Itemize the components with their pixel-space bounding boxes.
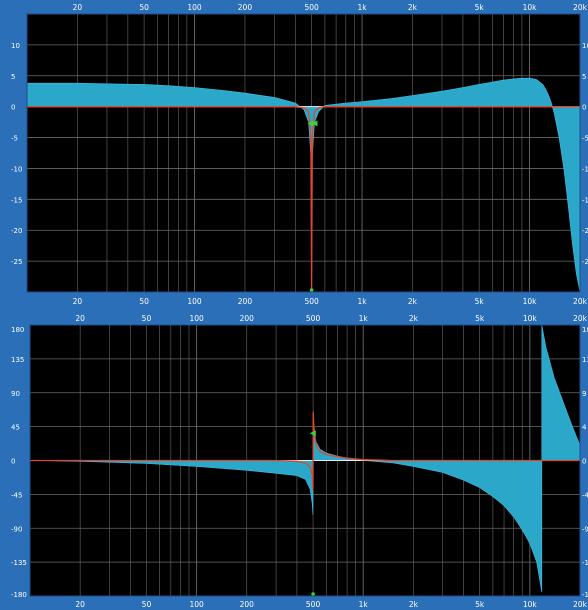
- x-tick-label-top: 200: [240, 314, 255, 323]
- y-tick-label-left: -135: [11, 559, 27, 567]
- y-tick-label-right: 0: [582, 104, 586, 112]
- y-tick-label-left: -10: [11, 165, 22, 173]
- y-tick-label-left: -25: [11, 258, 22, 266]
- x-tick-label-bottom: 20k: [573, 600, 588, 609]
- y-tick-label-left: 10: [11, 42, 20, 50]
- x-tick-label-bottom: 50: [142, 600, 152, 609]
- y-tick-label-right: 10: [582, 42, 588, 50]
- x-tick-label-bottom: 2k: [409, 600, 419, 609]
- response-fill: [30, 325, 580, 593]
- y-tick-label-left: 45: [11, 424, 20, 432]
- x-tick-label-top: 500: [306, 314, 321, 323]
- y-tick-label-right: -2: [582, 227, 588, 235]
- band-marker-left: [307, 120, 314, 127]
- y-tick-label-right: -1: [582, 591, 588, 599]
- x-tick-label-bottom: 10k: [523, 297, 538, 306]
- x-tick-label-top: 20k: [573, 314, 588, 323]
- y-tick-label-right: -9: [582, 525, 588, 533]
- y-tick-label-left: 135: [11, 356, 24, 364]
- x-tick-label-top: 5k: [475, 314, 485, 323]
- y-tick-label-left: -15: [11, 196, 22, 204]
- x-tick-label-bottom: 50: [139, 297, 149, 306]
- x-tick-label-bottom: 10k: [523, 600, 538, 609]
- x-tick-label-bottom: 1k: [359, 600, 369, 609]
- plot-area: [27, 14, 580, 292]
- x-tick-label-top: 20: [75, 314, 85, 323]
- x-tick-label-bottom: 200: [238, 297, 253, 306]
- y-tick-label-left: -90: [11, 525, 22, 533]
- y-tick-label-left: 90: [11, 390, 20, 398]
- x-tick-label-top: 20k: [573, 3, 588, 12]
- x-tick-label-top: 50: [139, 3, 149, 12]
- x-tick-label-bottom: 20: [75, 600, 85, 609]
- x-tick-label-top: 200: [238, 3, 253, 12]
- y-tick-label-left: 0: [11, 458, 15, 466]
- x-tick-label-top: 500: [304, 3, 319, 12]
- x-tick-label-top: 10k: [523, 314, 538, 323]
- x-tick-label-bottom: 200: [240, 600, 255, 609]
- x-tick-label-bottom: 5k: [475, 600, 485, 609]
- phase-response-panel: 20 20 50 50 100 100 200 200 500 500 1k 1k 2k 2k 5k 5k 10…: [11, 314, 588, 609]
- notch-curve: [27, 106, 580, 292]
- y-tick-label-left: -45: [11, 491, 22, 499]
- x-tick-label-top: 2k: [409, 314, 419, 323]
- notch-curve: [30, 411, 580, 491]
- y-tick-label-right: 4: [582, 424, 587, 432]
- x-tick-label-top: 100: [187, 3, 202, 12]
- y-tick-label-left: -20: [11, 227, 22, 235]
- phase-marker: [309, 430, 316, 437]
- band-marker-right: [311, 120, 318, 127]
- y-tick-label-right: -4: [582, 491, 588, 499]
- y-tick-label-left: 0: [11, 104, 15, 112]
- y-tick-label-right: -5: [582, 135, 588, 143]
- y-tick-label-right: 0: [582, 458, 586, 466]
- x-tick-label-top: 20: [73, 3, 83, 12]
- y-tick-label-right: -1: [582, 559, 588, 567]
- x-tick-label-top: 10k: [523, 3, 538, 12]
- x-tick-label-top: 1k: [359, 314, 369, 323]
- y-tick-label-left: -180: [11, 591, 27, 599]
- y-tick-label-left: 5: [11, 73, 15, 81]
- magnitude-response-panel: 202050501001002002005005001k1k2k2k5k5k10…: [11, 3, 588, 306]
- x-tick-label-bottom: 100: [189, 600, 204, 609]
- plot-content: [30, 325, 580, 593]
- y-tick-label-right: 9: [582, 390, 586, 398]
- y-tick-label-left: -5: [11, 135, 18, 143]
- x-tick-label-top: 1k: [357, 3, 367, 12]
- y-tick-label-right: 5: [582, 73, 586, 81]
- plot-content: [27, 77, 580, 292]
- x-tick-label-bottom: 2k: [408, 297, 418, 306]
- x-tick-label-bottom: 500: [306, 600, 321, 609]
- y-tick-label-right: -2: [582, 258, 588, 266]
- x-tick-label-bottom: 20: [73, 297, 83, 306]
- x-tick-label-top: 100: [189, 314, 204, 323]
- x-tick-label-bottom: 5k: [475, 297, 485, 306]
- plot-border: [29, 324, 581, 597]
- y-tick-label-right: 18: [582, 326, 588, 334]
- x-tick-label-top: 2k: [408, 3, 418, 12]
- response-fill: [27, 77, 580, 292]
- x-tick-label-bottom: 100: [187, 297, 202, 306]
- band-marker-bottom: [309, 288, 314, 292]
- y-tick-label-left: 180: [11, 326, 24, 334]
- x-tick-label-bottom: 20k: [573, 297, 588, 306]
- x-tick-label-bottom: 1k: [357, 297, 367, 306]
- plot-border: [26, 13, 581, 293]
- x-tick-label-bottom: 500: [304, 297, 319, 306]
- x-tick-label-top: 50: [142, 314, 152, 323]
- y-tick-label-right: -1: [582, 165, 588, 173]
- x-tick-label-top: 5k: [475, 3, 485, 12]
- y-tick-label-right: 13: [582, 356, 588, 364]
- y-tick-label-right: -1: [582, 196, 588, 204]
- band-marker-bottom: [311, 592, 315, 596]
